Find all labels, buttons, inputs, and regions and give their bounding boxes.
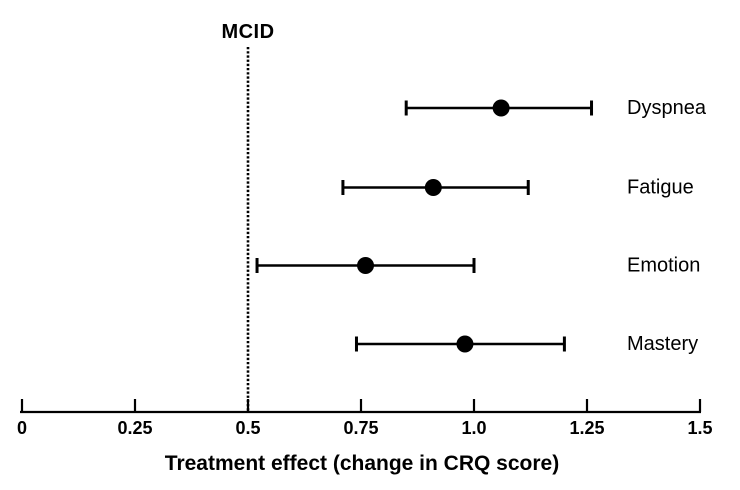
category-label: Fatigue xyxy=(627,177,694,199)
x-axis-tick-label: 1.25 xyxy=(569,418,604,438)
x-axis-tick-label: 1.0 xyxy=(461,418,486,438)
x-axis-title: Treatment effect (change in CRQ score) xyxy=(164,452,560,475)
forest-row-emotion: Emotion xyxy=(255,255,700,277)
point-estimate-dot xyxy=(357,257,375,274)
point-estimate-dot xyxy=(424,179,442,196)
category-label: Emotion xyxy=(627,255,700,277)
forest-row-dyspnea: Dyspnea xyxy=(404,97,707,119)
mcid-reference-label: MCID xyxy=(221,21,275,43)
x-axis-tick-label: 0 xyxy=(17,418,27,438)
forest-row-mastery: Mastery xyxy=(354,333,698,355)
forest-row-fatigue: Fatigue xyxy=(341,177,694,199)
x-axis-tick-label: 0.75 xyxy=(343,418,378,438)
x-axis-tick-label: 0.5 xyxy=(235,418,260,438)
x-axis-tick-label: 1.5 xyxy=(687,418,712,438)
x-axis-tick-label: 0.25 xyxy=(117,418,152,438)
point-estimate-dot xyxy=(492,99,510,117)
category-label: Mastery xyxy=(627,333,698,355)
point-estimate-dot xyxy=(456,335,474,353)
category-label: Dyspnea xyxy=(627,97,707,119)
